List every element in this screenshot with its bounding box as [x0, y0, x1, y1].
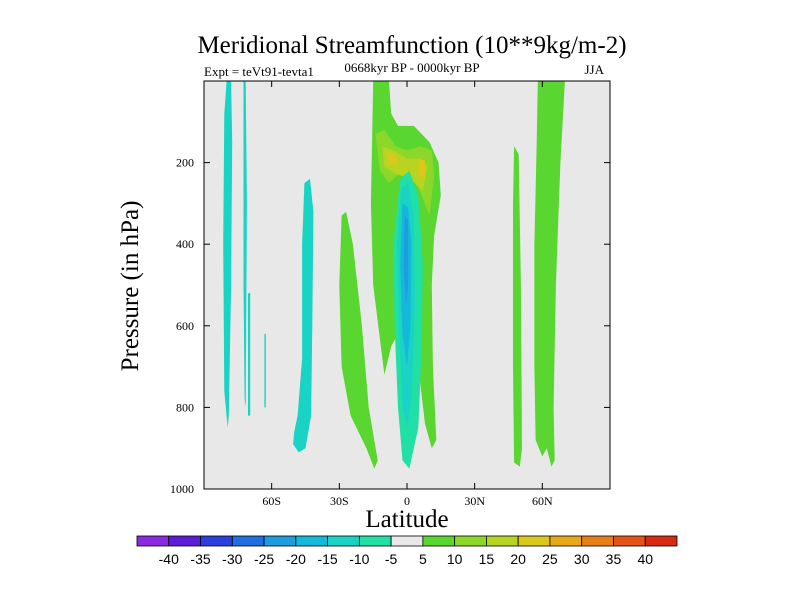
y-tick-label: 600: [176, 319, 194, 333]
colorbar-label: 5: [419, 551, 427, 567]
colorbar-label: 40: [637, 551, 653, 567]
colorbar-label: -40: [159, 551, 179, 567]
colorbar-swatch: [486, 535, 519, 547]
colorbar-label: 20: [510, 551, 526, 567]
chart-title: Meridional Streamfunction (10**9kg/m-2): [197, 32, 626, 59]
colorbar-swatch: [613, 535, 646, 547]
x-axis-ticks: 60S 30S 0 30N 60N: [262, 81, 553, 508]
colorbar-swatch: [644, 535, 678, 547]
colorbar-swatch: [454, 535, 487, 547]
colorbar-swatch: [358, 535, 392, 547]
contour-region-tropical-orange-spot: [386, 152, 398, 165]
colorbar-swatch: [295, 535, 328, 547]
colorbar-swatch: [263, 535, 297, 547]
colorbar-swatch: [327, 535, 360, 547]
colorbar-label: -25: [254, 551, 274, 567]
season-label: JJA: [584, 62, 604, 77]
x-tick-label: 30N: [464, 494, 485, 508]
contour-region-sh-midlat-cell: [293, 178, 314, 453]
x-tick-label: 60N: [532, 494, 553, 508]
experiment-label: Expt = teVt91-tevta1: [204, 64, 314, 79]
y-axis-ticks: 200 400 600 800 1000: [170, 156, 610, 496]
colorbar-label: 25: [542, 551, 558, 567]
y-tick-label: 200: [176, 156, 194, 170]
colorbar-swatch: [200, 535, 233, 547]
colorbar-swatch: [136, 535, 170, 547]
colorbar-label: 15: [479, 551, 495, 567]
colorbar-swatch: [422, 535, 456, 547]
colorbar: -40 -35 -30 -25 -20 -15 -10 -5 5 10 15 20 25 30 35 40: [136, 535, 678, 567]
period-label: 0668kyr BP - 0000kyr BP: [344, 60, 479, 75]
colorbar-label: -20: [286, 551, 306, 567]
colorbar-swatch: [231, 535, 265, 547]
contour-region-nh-polar-band: [534, 81, 565, 467]
y-axis-label: Pressure (in hPa): [117, 201, 144, 372]
contour-region-sh-polar-band-3: [248, 293, 251, 416]
colorbar-label: -5: [385, 551, 398, 567]
colorbar-label: -10: [349, 551, 369, 567]
colorbar-swatch: [549, 535, 583, 547]
colorbar-swatch: [168, 535, 201, 547]
colorbar-swatch: [390, 535, 424, 547]
colorbar-label: -30: [222, 551, 242, 567]
x-tick-label: 0: [404, 494, 410, 508]
contour-region-tropical-orange-spot-2: [418, 158, 425, 179]
contour-region-nh-midlat-band: [513, 146, 522, 467]
contour-regions: [223, 81, 565, 469]
colorbar-label: 30: [574, 551, 590, 567]
x-tick-label: 60S: [262, 494, 281, 508]
contour-region-sh-polar-band-1: [223, 81, 233, 428]
colorbar-label: -15: [317, 551, 337, 567]
contour-region-equatorial-cell-core: [403, 215, 409, 306]
contour-region-sh-subtropical-green: [339, 211, 378, 469]
colorbar-swatch: [581, 535, 614, 547]
colorbar-label: 35: [606, 551, 622, 567]
x-axis-label: Latitude: [365, 506, 448, 533]
y-tick-label: 1000: [170, 482, 194, 496]
colorbar-swatch: [517, 535, 551, 547]
colorbar-label: -35: [190, 551, 210, 567]
y-tick-label: 800: [176, 400, 194, 414]
contour-region-sh-polar-band-4: [264, 334, 266, 408]
y-tick-label: 400: [176, 237, 194, 251]
x-tick-label: 30S: [330, 494, 349, 508]
colorbar-label: 10: [447, 551, 463, 567]
contour-region-sh-polar-band-2: [243, 81, 247, 408]
